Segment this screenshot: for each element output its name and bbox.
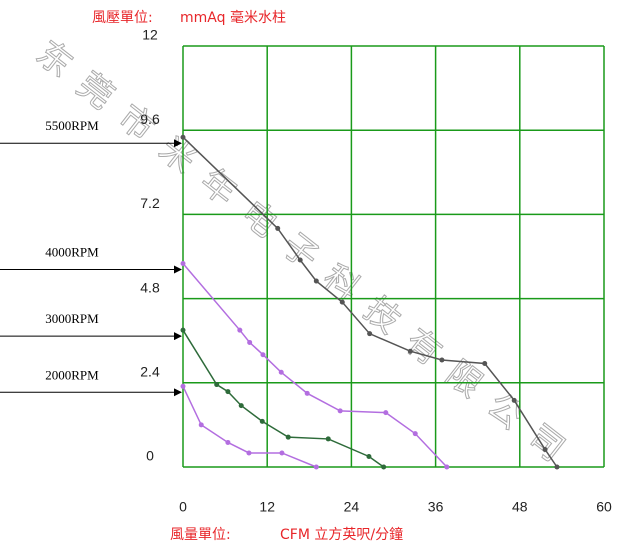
data-point — [180, 327, 186, 333]
x-axis-label: 風量單位: — [170, 527, 231, 543]
data-point — [259, 418, 265, 424]
data-point — [439, 357, 445, 363]
rpm-label: 2000RPM — [45, 367, 99, 382]
data-point — [383, 410, 389, 416]
data-point — [367, 331, 373, 337]
y-tick-label: 9.6 — [140, 111, 160, 127]
data-point — [180, 261, 186, 267]
watermark: 东莞市米年电子科技有限公司 — [29, 33, 586, 481]
data-point — [297, 257, 303, 263]
data-point — [482, 361, 488, 367]
data-point — [238, 403, 244, 409]
data-point — [325, 436, 331, 442]
y-tick-label: 2.4 — [140, 364, 160, 380]
data-point — [198, 422, 204, 428]
data-point — [339, 299, 345, 305]
data-point — [313, 464, 319, 470]
rpm-label: 5500RPM — [45, 118, 99, 133]
data-point — [180, 383, 186, 389]
data-point — [412, 431, 418, 437]
data-point — [511, 397, 517, 403]
data-point — [304, 390, 310, 396]
data-point — [366, 453, 372, 459]
data-point — [275, 225, 281, 231]
y-tick-label: 12 — [142, 27, 158, 43]
series-line — [182, 329, 385, 468]
data-point — [542, 446, 548, 452]
data-point — [337, 408, 343, 414]
x-tick-label: 60 — [596, 499, 612, 515]
data-point — [554, 464, 560, 470]
y-axis-unit: mmAq 毫米水柱 — [180, 9, 286, 26]
x-axis-unit: CFM 立方英呎/分鐘 — [280, 526, 403, 543]
data-point — [313, 278, 319, 284]
x-tick-label: 48 — [512, 499, 528, 515]
x-tick-label: 0 — [179, 499, 187, 515]
data-point — [247, 339, 253, 345]
data-point — [225, 389, 231, 395]
data-point — [381, 464, 387, 470]
series-line — [182, 136, 558, 468]
data-point — [246, 450, 252, 456]
x-tick-label: 24 — [344, 499, 360, 515]
data-point — [260, 352, 266, 358]
x-tick-label: 36 — [428, 499, 444, 515]
data-point — [285, 434, 291, 440]
data-point — [214, 382, 220, 388]
data-point — [278, 369, 284, 375]
data-point — [407, 348, 413, 354]
data-point — [180, 134, 186, 140]
rpm-label: 4000RPM — [45, 245, 99, 260]
series-line — [182, 385, 317, 468]
x-tick-label: 12 — [259, 499, 275, 515]
rpm-label: 3000RPM — [45, 311, 99, 326]
data-point — [237, 327, 243, 333]
data-point — [225, 439, 231, 445]
y-tick-label: 4.8 — [140, 279, 160, 295]
data-point — [444, 464, 450, 470]
series-line — [182, 263, 448, 468]
y-axis-label: 風壓單位: — [92, 10, 153, 26]
y-tick-label: 7.2 — [140, 195, 160, 211]
data-point — [279, 450, 285, 456]
y-tick-label: 0 — [146, 448, 154, 464]
